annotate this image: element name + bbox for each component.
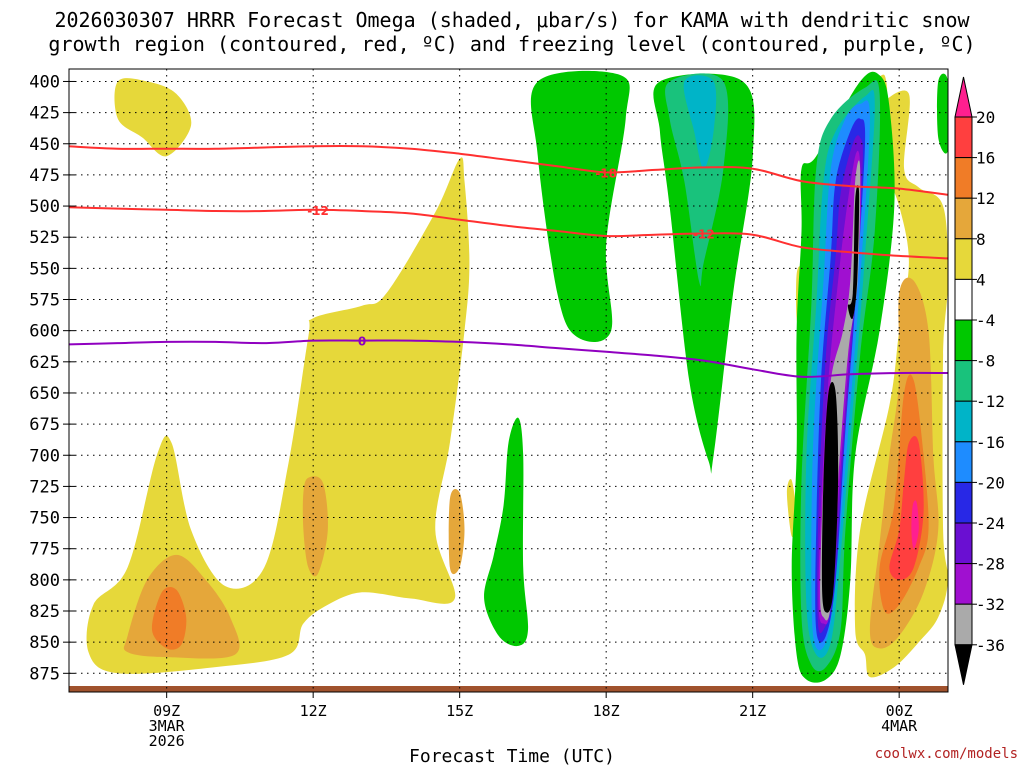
- omega-region-g3: [484, 417, 529, 647]
- ytick-label-750: 750: [29, 509, 60, 529]
- ytick-label-600: 600: [29, 322, 60, 342]
- y-axis: 400 425 450 475 500 525 550 575 600 625 650 675 700 7…: [29, 72, 75, 684]
- chart-title-line-1: 2026030307 HRRR Forecast Omega (shaded, …: [54, 8, 970, 32]
- omega-region-o2: [302, 476, 328, 577]
- xtick-label-5-0: 00Z: [886, 702, 913, 720]
- surface-band: [69, 686, 948, 692]
- xtick-label-1-0: 12Z: [300, 702, 327, 720]
- xtick-label-4-0: 21Z: [739, 702, 766, 720]
- colorbar-bin-gt20: [954, 76, 973, 118]
- colorbar-label-9: -20: [976, 473, 1005, 492]
- colorbar-bin--24--20: [954, 481, 973, 524]
- omega-region-y2: [86, 157, 470, 674]
- ytick-label-500: 500: [29, 197, 60, 217]
- xtick-label-3-0: 18Z: [593, 702, 620, 720]
- colorbar-label-3: 8: [976, 230, 986, 249]
- omega-region-y1: [114, 78, 192, 157]
- colorbar-bin-16-20: [954, 116, 973, 159]
- colorbar-label-11: -28: [976, 555, 1005, 574]
- plot-area: [69, 70, 948, 692]
- xtick-label-0-1: 3MAR: [149, 717, 186, 735]
- ytick-label-825: 825: [29, 602, 60, 622]
- omega-region-g5: [937, 73, 948, 154]
- colorbar-label-0: 20: [976, 108, 995, 127]
- colorbar-label-6: -8: [976, 352, 995, 371]
- contour-line-0: [69, 145, 948, 196]
- contour-layer: -18 -12 -12 0: [69, 145, 948, 378]
- omega-region-g2: [653, 73, 755, 474]
- ytick-label-875: 875: [29, 664, 60, 684]
- colorbar-label-4: 4: [976, 270, 986, 289]
- ytick-label-400: 400: [29, 72, 60, 92]
- colorbar-bin--28--24: [954, 522, 973, 565]
- ytick-label-725: 725: [29, 477, 60, 497]
- omega-region-o3: [448, 488, 465, 575]
- colorbar-bin-4-8: [954, 238, 973, 280]
- colorbar-bin--32--28: [954, 563, 973, 605]
- ytick-label-800: 800: [29, 571, 60, 591]
- omega-region-mag: [911, 500, 919, 549]
- xtick-label-0-2: 2026: [149, 732, 185, 750]
- contour-label-1: -12: [307, 204, 329, 218]
- contour-label-0: -18: [595, 166, 617, 180]
- colorbar-label-8: -16: [976, 433, 1005, 452]
- ytick-label-675: 675: [29, 415, 60, 435]
- colorbar-bin--36--32: [954, 603, 973, 646]
- xtick-label-5-1: 4MAR: [881, 717, 918, 735]
- colorbar-label-7: -12: [976, 392, 1005, 411]
- ytick-label-475: 475: [29, 166, 60, 186]
- plot-frame: [68, 68, 949, 693]
- ytick-label-450: 450: [29, 135, 60, 155]
- colorbar-label-12: -32: [976, 595, 1005, 614]
- x-axis-title: Forecast Time (UTC): [409, 746, 615, 767]
- ytick-label-850: 850: [29, 633, 60, 653]
- xtick-label-2-0: 15Z: [446, 702, 473, 720]
- ytick-label-625: 625: [29, 353, 60, 373]
- ytick-label-550: 550: [29, 259, 60, 279]
- colorbar-bin--16--12: [954, 400, 973, 443]
- colorbar-bin--4-4: [954, 278, 973, 321]
- contour-label-3: 0: [358, 335, 366, 349]
- contour-line-1: [69, 206, 948, 260]
- omega-region-c1: [683, 75, 717, 169]
- omega-region-k2: [821, 382, 839, 613]
- ytick-label-775: 775: [29, 540, 60, 560]
- colorbar-bin-lt-36: [954, 644, 973, 685]
- colorbar-label-13: -36: [976, 636, 1005, 655]
- ytick-label-425: 425: [29, 104, 60, 124]
- colorbar-label-5: -4: [976, 311, 995, 330]
- colorbar-label-2: 12: [976, 189, 995, 208]
- ytick-label-650: 650: [29, 384, 60, 404]
- contour-line-2: [69, 339, 948, 378]
- colorbar-bin-12-16: [954, 157, 973, 199]
- contour-label-2: -12: [693, 227, 715, 241]
- colorbar-bin--8--4: [954, 319, 973, 362]
- colorbar-bin-8-12: [954, 197, 973, 240]
- colorbar: 20 16 12 8 4 -4 -8 -12 -16 -20 -24 -28 -32 -36: [954, 76, 1005, 685]
- omega-region-k1: [847, 185, 860, 320]
- grid-layer: [69, 69, 948, 692]
- colorbar-bin--20--16: [954, 441, 973, 483]
- ytick-label-700: 700: [29, 446, 60, 466]
- chart-title-line-2: growth region (contoured, red, ºC) and f…: [48, 32, 976, 56]
- omega-region-r1: [151, 586, 187, 650]
- ytick-label-575: 575: [29, 291, 60, 311]
- ytick-label-525: 525: [29, 228, 60, 248]
- xtick-label-0-0: 09Z: [153, 702, 180, 720]
- colorbar-bin--12--8: [954, 360, 973, 402]
- colorbar-label-1: 16: [976, 149, 995, 168]
- credit-watermark: coolwx.com/models: [874, 746, 1018, 762]
- colorbar-label-10: -24: [976, 514, 1005, 533]
